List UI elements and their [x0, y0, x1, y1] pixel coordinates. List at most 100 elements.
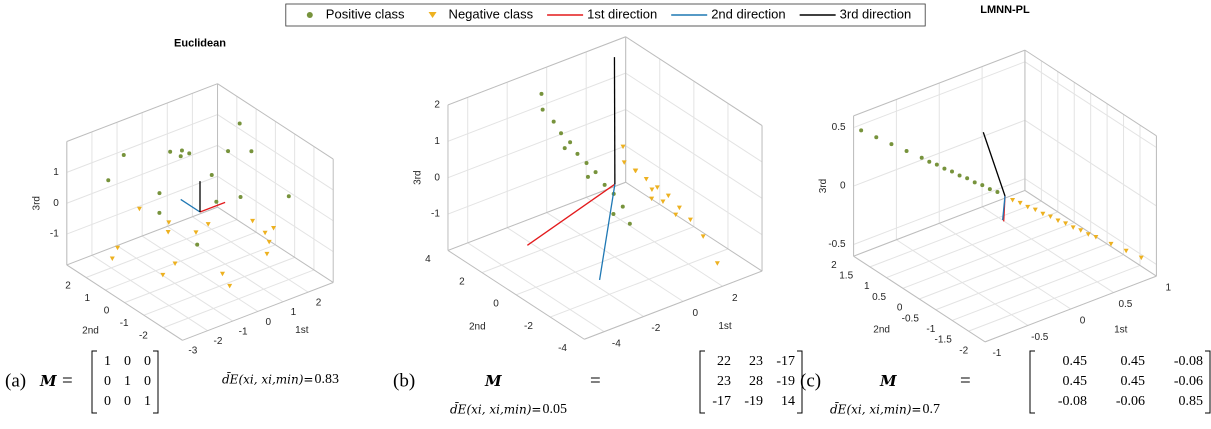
direction-line	[199, 201, 226, 213]
grid-line	[163, 269, 315, 329]
matrix-cell: 0	[104, 374, 111, 389]
distance-label: d̄E(xi, xi,min)=	[830, 401, 921, 417]
grid-line	[886, 211, 1058, 279]
y-axis-label: 2nd	[82, 325, 99, 336]
z-tick-label: -0.5	[828, 239, 846, 250]
matrix-cell: 0.45	[1121, 374, 1146, 389]
z-tick-label: 1	[53, 167, 59, 178]
bracket	[1029, 350, 1211, 414]
caption-label: (c)	[800, 370, 821, 391]
point	[540, 107, 545, 112]
point	[237, 121, 242, 126]
x-tick-label: -4	[612, 338, 621, 349]
point	[1093, 235, 1099, 240]
point	[165, 230, 171, 235]
point	[950, 169, 955, 174]
point	[1017, 200, 1023, 206]
matrix-cell: -0.08	[1174, 354, 1203, 369]
x-tick-label: -3	[188, 346, 197, 357]
z-tick-label: 0.5	[832, 122, 846, 133]
legend-box	[285, 3, 926, 27]
x-tick-label: -2	[651, 323, 660, 334]
point	[859, 128, 864, 133]
point	[238, 194, 243, 199]
point	[1047, 214, 1053, 220]
chart-title: Euclidean	[174, 38, 226, 50]
direction-line	[598, 184, 616, 281]
point	[627, 221, 632, 226]
axis-edge	[1024, 49, 1157, 137]
x-tick-label: 2	[316, 298, 322, 309]
point	[1040, 211, 1046, 217]
matrix-cell: -0.06	[1174, 374, 1203, 389]
axis-edge	[584, 270, 763, 340]
axis-edge	[625, 181, 763, 272]
grid-line	[515, 226, 695, 296]
z-tick-label: -1	[50, 229, 59, 240]
point	[249, 149, 254, 154]
point	[904, 148, 909, 153]
grid-line	[66, 144, 218, 204]
grid-line	[105, 231, 257, 291]
point	[602, 182, 607, 187]
matrix-cell: -17	[776, 354, 795, 369]
point	[209, 173, 214, 178]
point	[987, 187, 992, 192]
point	[575, 151, 580, 156]
x-tick-label: 0.5	[1118, 299, 1132, 310]
x-tick-label: 1	[1165, 282, 1171, 293]
x-tick-label: 0	[265, 317, 271, 328]
point	[874, 135, 879, 140]
distance-value: 0.7	[922, 402, 940, 417]
point	[1032, 207, 1038, 213]
point	[160, 272, 166, 278]
matrix-cell: -17	[712, 394, 731, 409]
point	[551, 119, 556, 124]
point	[649, 196, 655, 202]
grid-line	[217, 144, 334, 222]
y-tick-label: -2	[524, 321, 533, 332]
point	[168, 149, 173, 154]
grid-line	[625, 72, 763, 163]
caption-label: (a)	[5, 370, 26, 391]
point	[927, 159, 932, 164]
z-tick-label: 0	[434, 172, 440, 183]
matrix-cell: 0.45	[1063, 374, 1088, 389]
point	[1138, 255, 1144, 261]
point	[106, 178, 111, 183]
equals: =	[590, 370, 601, 391]
grid-line	[447, 145, 626, 215]
point	[1025, 204, 1031, 210]
point	[136, 206, 142, 212]
point	[187, 151, 192, 156]
y-tick-label: 2	[65, 280, 71, 291]
z-tick-label: -1	[431, 209, 440, 220]
point	[214, 199, 219, 204]
point	[539, 91, 544, 96]
x-tick-label: 0	[1080, 315, 1086, 326]
direction-line	[982, 132, 1006, 197]
z-axis-label: 3rd	[818, 179, 829, 193]
matrix-cell: 0.45	[1063, 354, 1088, 369]
matrix-cell: 0.85	[1179, 394, 1204, 409]
point	[271, 226, 277, 231]
point	[1070, 225, 1076, 230]
point	[665, 193, 671, 199]
y-tick-label: 0	[897, 303, 903, 314]
point	[157, 191, 162, 196]
y-tick-label: -1	[926, 324, 935, 335]
point	[562, 146, 567, 151]
point	[972, 180, 977, 185]
axis-edge	[853, 49, 1026, 117]
distance-value: 0.83	[314, 372, 339, 387]
grid-line	[217, 175, 334, 253]
grid-line	[1024, 119, 1157, 207]
x-tick-label: -1	[992, 348, 1001, 359]
grid-line	[625, 145, 763, 236]
y-tick-label: -4	[558, 343, 567, 354]
y-axis-label: 2nd	[873, 325, 890, 336]
axis-edge	[625, 36, 763, 127]
grid-line	[902, 222, 1075, 289]
x-tick-label: 0	[693, 308, 699, 319]
